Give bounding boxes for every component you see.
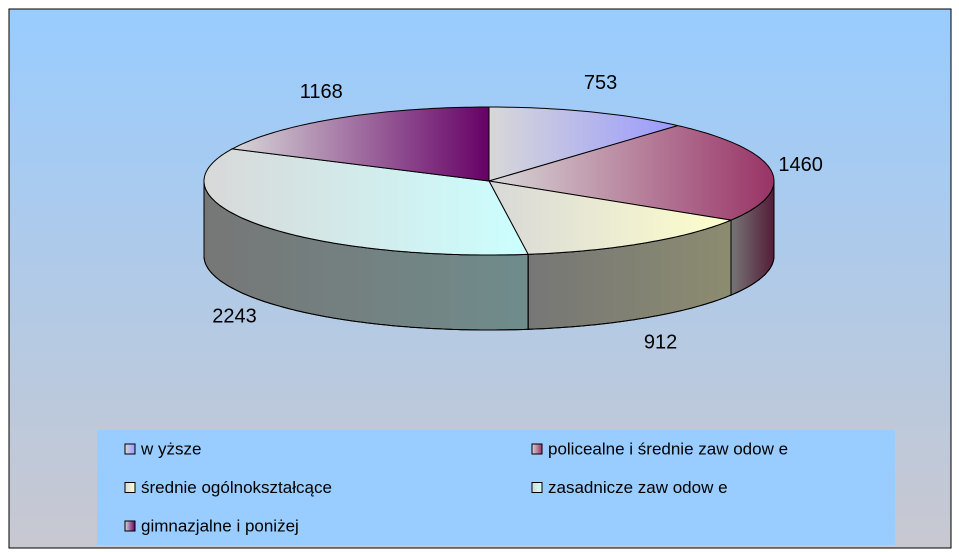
data-label: 1168 [300,81,343,103]
legend-swatch [124,482,136,493]
pie-slice [488,180,733,255]
legend-swatch [531,482,543,493]
legend-box [97,430,895,545]
data-label: 912 [644,332,677,354]
legend-swatch [124,520,136,532]
legend-label: zasadnicze zaw odow e [548,478,728,497]
data-label: 753 [584,72,617,94]
pie-slice [488,125,775,221]
legend-swatch [531,443,543,455]
legend-label: średnie ogólnokształcące [141,478,332,497]
data-label: 1460 [778,154,823,176]
pie-slice [230,106,490,182]
pie-slice [203,148,529,256]
legend-swatch [124,443,136,455]
data-label: 2243 [212,306,257,328]
pie-slice [488,106,678,182]
legend-label: w yższe [140,439,201,458]
legend-label: policealne i średnie zaw odow e [548,439,788,458]
legend-label: gimnazjalne i poniżej [141,516,299,535]
